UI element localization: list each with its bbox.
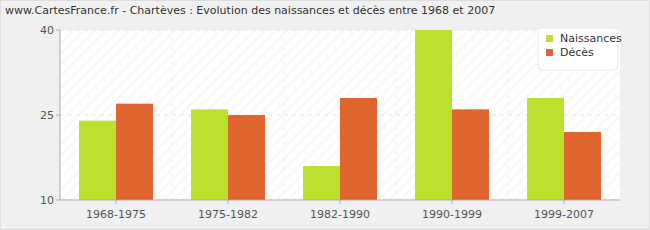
x-tick <box>340 200 341 204</box>
title: www.CartesFrance.fr - Chartèves : Evolut… <box>5 4 495 17</box>
bar <box>116 104 153 200</box>
x-tick-label: 1990-1999 <box>422 208 482 221</box>
x-tick-label: 1975-1982 <box>198 208 258 221</box>
x-tick <box>116 200 117 204</box>
plot-area <box>60 30 620 200</box>
x-tick <box>452 200 453 204</box>
x-tick-label: 1982-1990 <box>310 208 370 221</box>
bar <box>228 115 265 200</box>
y-tick <box>56 200 60 201</box>
bar <box>564 132 601 200</box>
chart: www.CartesFrance.fr - Chartèves : Evolut… <box>0 0 650 230</box>
border <box>1 1 650 230</box>
legend-swatch <box>546 49 553 56</box>
y-tick <box>56 115 60 116</box>
grid-line <box>60 30 620 31</box>
grid-line-x <box>284 30 285 200</box>
bar <box>191 109 228 200</box>
legend-label: Décès <box>560 46 594 59</box>
y-tick-label: 25 <box>40 109 54 122</box>
background <box>0 0 650 230</box>
x-tick-label: 1999-2007 <box>534 208 594 221</box>
y-tick-label: 40 <box>40 24 54 37</box>
bar <box>527 98 564 200</box>
bar <box>415 30 452 200</box>
bars <box>79 30 601 200</box>
bar <box>340 98 377 200</box>
y-tick-label: 10 <box>40 194 54 207</box>
grid-line-x <box>172 30 173 200</box>
x-tick <box>564 200 565 204</box>
x-tick <box>228 200 229 204</box>
legend-swatch <box>546 35 553 42</box>
bar <box>452 109 489 200</box>
y-tick <box>56 30 60 31</box>
grid-line-x <box>508 30 509 200</box>
grid-line-x <box>396 30 397 200</box>
bar <box>79 121 116 200</box>
bar <box>303 166 340 200</box>
x-tick-label: 1968-1975 <box>86 208 146 221</box>
legend-label: Naissances <box>560 32 622 45</box>
